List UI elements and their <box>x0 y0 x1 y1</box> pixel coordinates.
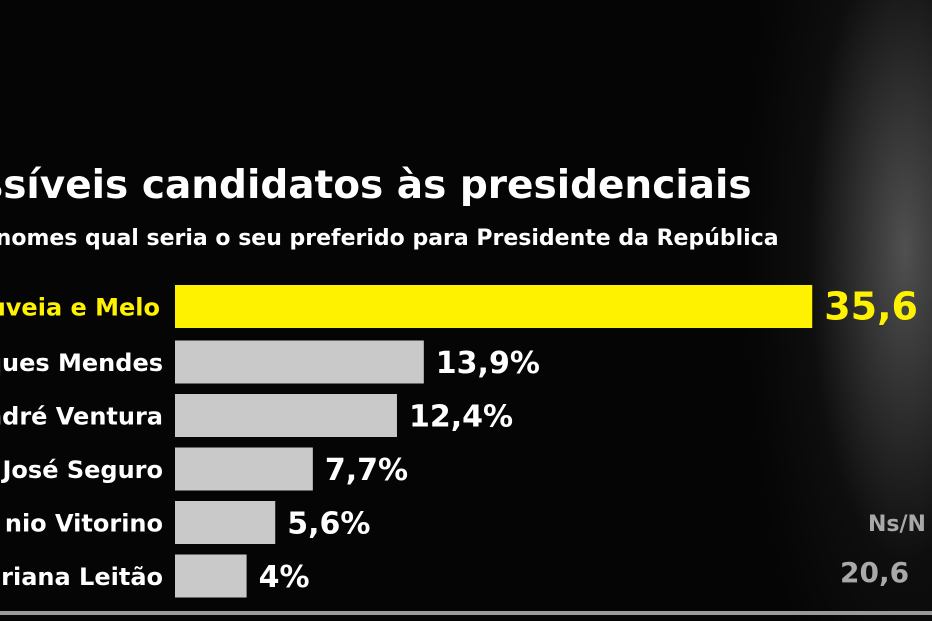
bar-0 <box>175 285 813 328</box>
bar-4 <box>175 501 276 544</box>
bar-3 <box>175 447 313 491</box>
value-label-0: 35,6 <box>824 285 918 329</box>
value-label-5: 4% <box>259 560 310 595</box>
bar-2 <box>175 394 397 437</box>
chart-title: ssíveis candidatos às presidenciais <box>0 163 752 208</box>
value-label-3: 7,7% <box>325 453 408 488</box>
category-label-0: uveia e Melo <box>0 294 160 322</box>
value-label-4: 5,6% <box>287 507 370 542</box>
value-label-1: 13,9% <box>436 346 540 381</box>
category-label-2: ndré Ventura <box>0 403 163 431</box>
no-answer-value: 20,6 <box>840 556 910 589</box>
value-label-2: 12,4% <box>409 400 513 435</box>
bar-1 <box>175 340 424 384</box>
chart-subtitle: es nomes qual seria o seu preferido para… <box>0 226 779 251</box>
bottom-rule <box>0 611 932 615</box>
bar-5 <box>175 554 247 598</box>
category-label-1: ques Mendes <box>0 349 163 377</box>
no-answer-label: Ns/N <box>868 512 926 537</box>
category-label-5: ariana Leitão <box>0 563 163 591</box>
category-label-4: nio Vitorino <box>5 510 163 538</box>
category-label-3: José Seguro <box>1 456 164 484</box>
